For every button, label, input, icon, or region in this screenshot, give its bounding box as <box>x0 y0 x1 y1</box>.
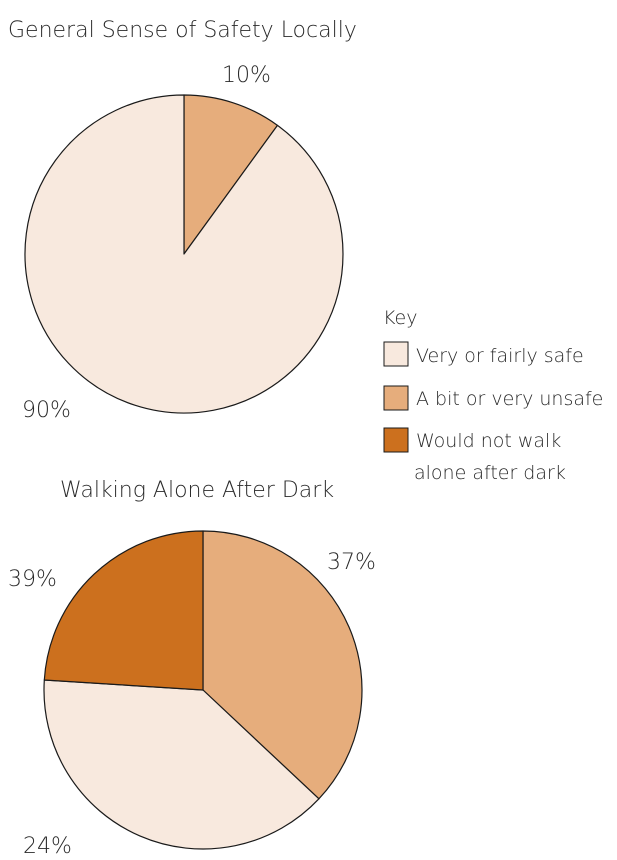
slices-safety-locally <box>24 94 344 414</box>
legend-label-no-walk-line2: alone after dark <box>414 462 566 484</box>
slice-safe-dark <box>43 679 320 850</box>
legend-item-unsafe: A bit or very unsafe <box>383 385 603 411</box>
legend-swatch-unsafe <box>383 385 409 411</box>
slice-unsafe-dark <box>202 530 363 800</box>
legend: Key Very or fairly safe A bit or very un… <box>383 307 603 484</box>
slice-label-unsafe: 10% <box>222 63 271 88</box>
pie-chart-safety-locally: General Sense of Safety Locally 10% 90% <box>8 18 357 423</box>
slice-label-unsafe-dark: 37% <box>327 550 376 575</box>
slices-walking-after-dark <box>43 530 363 850</box>
legend-item-safe: Very or fairly safe <box>383 341 584 367</box>
chart-title-safety-locally: General Sense of Safety Locally <box>8 18 357 43</box>
slice-no-walk-dark <box>43 530 204 691</box>
legend-swatch-no-walk <box>383 427 409 453</box>
legend-title: Key <box>383 307 417 329</box>
slice-label-no-walk: 39% <box>8 567 57 592</box>
legend-label-safe: Very or fairly safe <box>416 345 584 367</box>
legend-swatch-safe <box>383 341 409 367</box>
legend-label-unsafe: A bit or very unsafe <box>416 388 603 410</box>
slice-unsafe <box>183 94 279 255</box>
legend-label-no-walk-line1: Would not walk <box>416 430 561 452</box>
slice-label-safe: 90% <box>22 398 71 423</box>
legend-item-no-walk: Would not walk alone after dark <box>383 427 566 484</box>
slice-safe <box>24 94 344 414</box>
slice-label-safe-dark: 24% <box>23 834 72 859</box>
chart-title-walking-after-dark: Walking Alone After Dark <box>60 478 334 503</box>
pie-chart-walking-after-dark: Walking Alone After Dark 37% 24% 39% <box>8 478 376 859</box>
